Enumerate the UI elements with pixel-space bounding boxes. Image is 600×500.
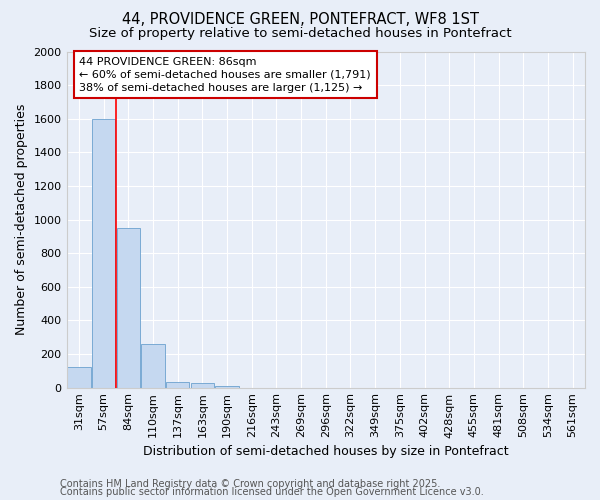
Text: Contains HM Land Registry data © Crown copyright and database right 2025.: Contains HM Land Registry data © Crown c…: [60, 479, 440, 489]
Bar: [191, 384, 214, 388]
Bar: [166, 382, 190, 388]
Bar: [141, 344, 164, 388]
Text: Contains public sector information licensed under the Open Government Licence v3: Contains public sector information licen…: [60, 487, 484, 497]
Y-axis label: Number of semi-detached properties: Number of semi-detached properties: [15, 104, 28, 335]
X-axis label: Distribution of semi-detached houses by size in Pontefract: Distribution of semi-detached houses by …: [143, 444, 509, 458]
Bar: [92, 118, 115, 388]
Text: Size of property relative to semi-detached houses in Pontefract: Size of property relative to semi-detach…: [89, 28, 511, 40]
Text: 44 PROVIDENCE GREEN: 86sqm
← 60% of semi-detached houses are smaller (1,791)
38%: 44 PROVIDENCE GREEN: 86sqm ← 60% of semi…: [79, 56, 371, 93]
Bar: [116, 228, 140, 388]
Text: 44, PROVIDENCE GREEN, PONTEFRACT, WF8 1ST: 44, PROVIDENCE GREEN, PONTEFRACT, WF8 1S…: [121, 12, 479, 28]
Bar: [67, 368, 91, 388]
Bar: [215, 386, 239, 388]
